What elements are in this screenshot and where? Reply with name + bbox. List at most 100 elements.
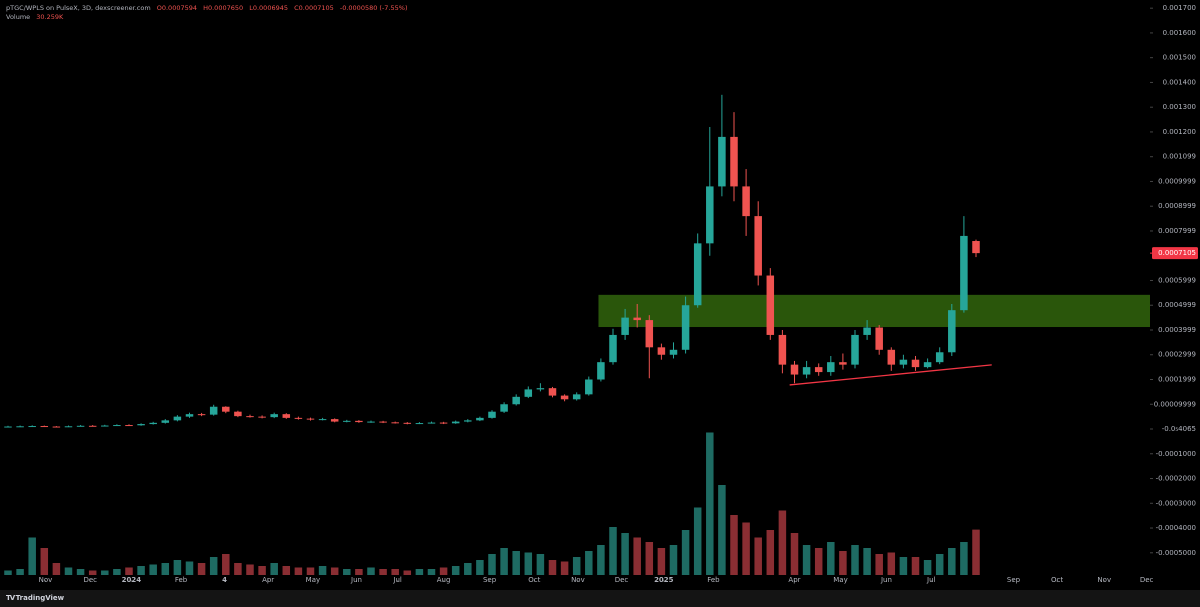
change-value: -0.0000580 (-7.55%) xyxy=(339,4,408,12)
volume-bar xyxy=(669,545,678,575)
x-tick-label: Dec xyxy=(83,576,97,584)
volume-bar xyxy=(439,567,448,575)
candle-body xyxy=(766,275,775,335)
candle-body xyxy=(403,422,412,424)
candle-body xyxy=(911,359,920,368)
candle-body xyxy=(330,419,339,422)
candle-body xyxy=(754,216,762,276)
x-tick-label: Nov xyxy=(1097,576,1111,584)
x-tick-label: Jun xyxy=(350,576,362,584)
candle-body xyxy=(899,359,908,365)
y-tick-label: 0.001400 xyxy=(1163,78,1196,86)
high-value: H0.0007650 xyxy=(203,4,244,12)
volume-bar xyxy=(863,548,871,575)
y-tick-label: 0.0009999 xyxy=(1158,177,1196,185)
candle-body xyxy=(681,305,690,350)
volume-bar xyxy=(597,545,605,575)
x-tick-label: Dec xyxy=(1140,576,1154,584)
volume-bar xyxy=(827,542,835,575)
candle-body xyxy=(125,425,133,427)
volume-bar xyxy=(149,564,157,575)
y-tick-label: 0.001600 xyxy=(1163,29,1196,37)
volume-bar xyxy=(16,569,24,575)
y-tick-label: -0.0004000 xyxy=(1156,524,1196,532)
candle-body xyxy=(113,425,121,427)
volume-bar xyxy=(960,542,968,575)
candle-body xyxy=(923,362,932,368)
volume-bar xyxy=(609,527,617,575)
candle-body xyxy=(597,362,605,380)
volume-bar xyxy=(246,564,254,575)
candle-body xyxy=(197,414,206,416)
volume-bar xyxy=(197,563,206,575)
x-tick-label: Sep xyxy=(1007,576,1021,584)
candle-body xyxy=(64,426,73,428)
volume-bar xyxy=(101,570,109,575)
volume-value: 30.259K xyxy=(36,13,64,21)
volume-label: Volume xyxy=(6,13,31,21)
y-tick-label: 0.0002999 xyxy=(1158,351,1196,359)
x-tick-label: May xyxy=(833,576,847,584)
candle-body xyxy=(282,414,291,418)
volume-bar xyxy=(802,545,811,575)
volume-bar xyxy=(633,537,641,575)
volume-bar xyxy=(790,533,799,575)
candle-body xyxy=(718,136,726,187)
candle-body xyxy=(246,416,254,418)
symbol: pTGC/WPLS on PulseX, 3D, dexscreener.com xyxy=(6,4,151,12)
candle-body xyxy=(790,364,799,375)
candle-body xyxy=(972,241,980,254)
candle-body xyxy=(234,411,242,417)
volume-bar xyxy=(948,548,956,575)
candle-body xyxy=(742,186,750,217)
y-tick-label: 0.0004999 xyxy=(1158,301,1196,309)
volume-bar xyxy=(137,566,145,575)
volume-bar xyxy=(742,522,750,575)
candle-body xyxy=(355,420,363,423)
volume-bar xyxy=(88,570,97,575)
volume-bar xyxy=(839,551,847,575)
volume-bar xyxy=(343,569,351,575)
volume-bar xyxy=(234,563,242,575)
candle-body xyxy=(137,424,145,426)
volume-bar xyxy=(621,533,629,575)
price-tag xyxy=(1152,247,1198,260)
candle-body xyxy=(343,420,351,422)
volume-bar xyxy=(851,545,859,575)
candle-body xyxy=(802,367,811,375)
candle-body xyxy=(851,334,859,365)
volume-bar xyxy=(52,563,61,575)
x-tick-label: Oct xyxy=(528,576,540,584)
candle-body xyxy=(875,327,883,350)
volume-bar xyxy=(693,507,702,575)
candle-body xyxy=(960,235,968,311)
volume-bar xyxy=(258,566,266,575)
y-tick-label: 0.0007999 xyxy=(1158,227,1196,235)
x-tick-label: 2025 xyxy=(654,576,674,584)
price-tag-label: 0.0007105 xyxy=(1158,249,1196,257)
volume-bar xyxy=(270,563,278,575)
volume-bar xyxy=(972,529,980,575)
candle-body xyxy=(585,379,593,395)
volume-bar xyxy=(923,560,932,575)
volume-bar xyxy=(512,551,520,575)
candle-body xyxy=(415,423,424,425)
candle-body xyxy=(173,416,182,421)
volume-bar xyxy=(282,566,291,575)
volume-bar xyxy=(427,569,436,575)
volume-bar xyxy=(488,554,496,575)
x-tick-label: Sep xyxy=(483,576,497,584)
candle-body xyxy=(88,425,97,427)
y-tick-label: 0.001500 xyxy=(1163,54,1196,62)
volume-bar xyxy=(814,548,823,575)
volume-bar xyxy=(403,570,412,575)
volume-bar xyxy=(718,485,726,575)
candle-body xyxy=(101,425,109,427)
volume-bar xyxy=(173,560,182,575)
candle-body xyxy=(633,317,641,321)
volume-bar xyxy=(4,570,12,575)
candle-body xyxy=(270,414,278,418)
logo: TV xyxy=(6,594,16,602)
candle-body xyxy=(512,396,520,405)
